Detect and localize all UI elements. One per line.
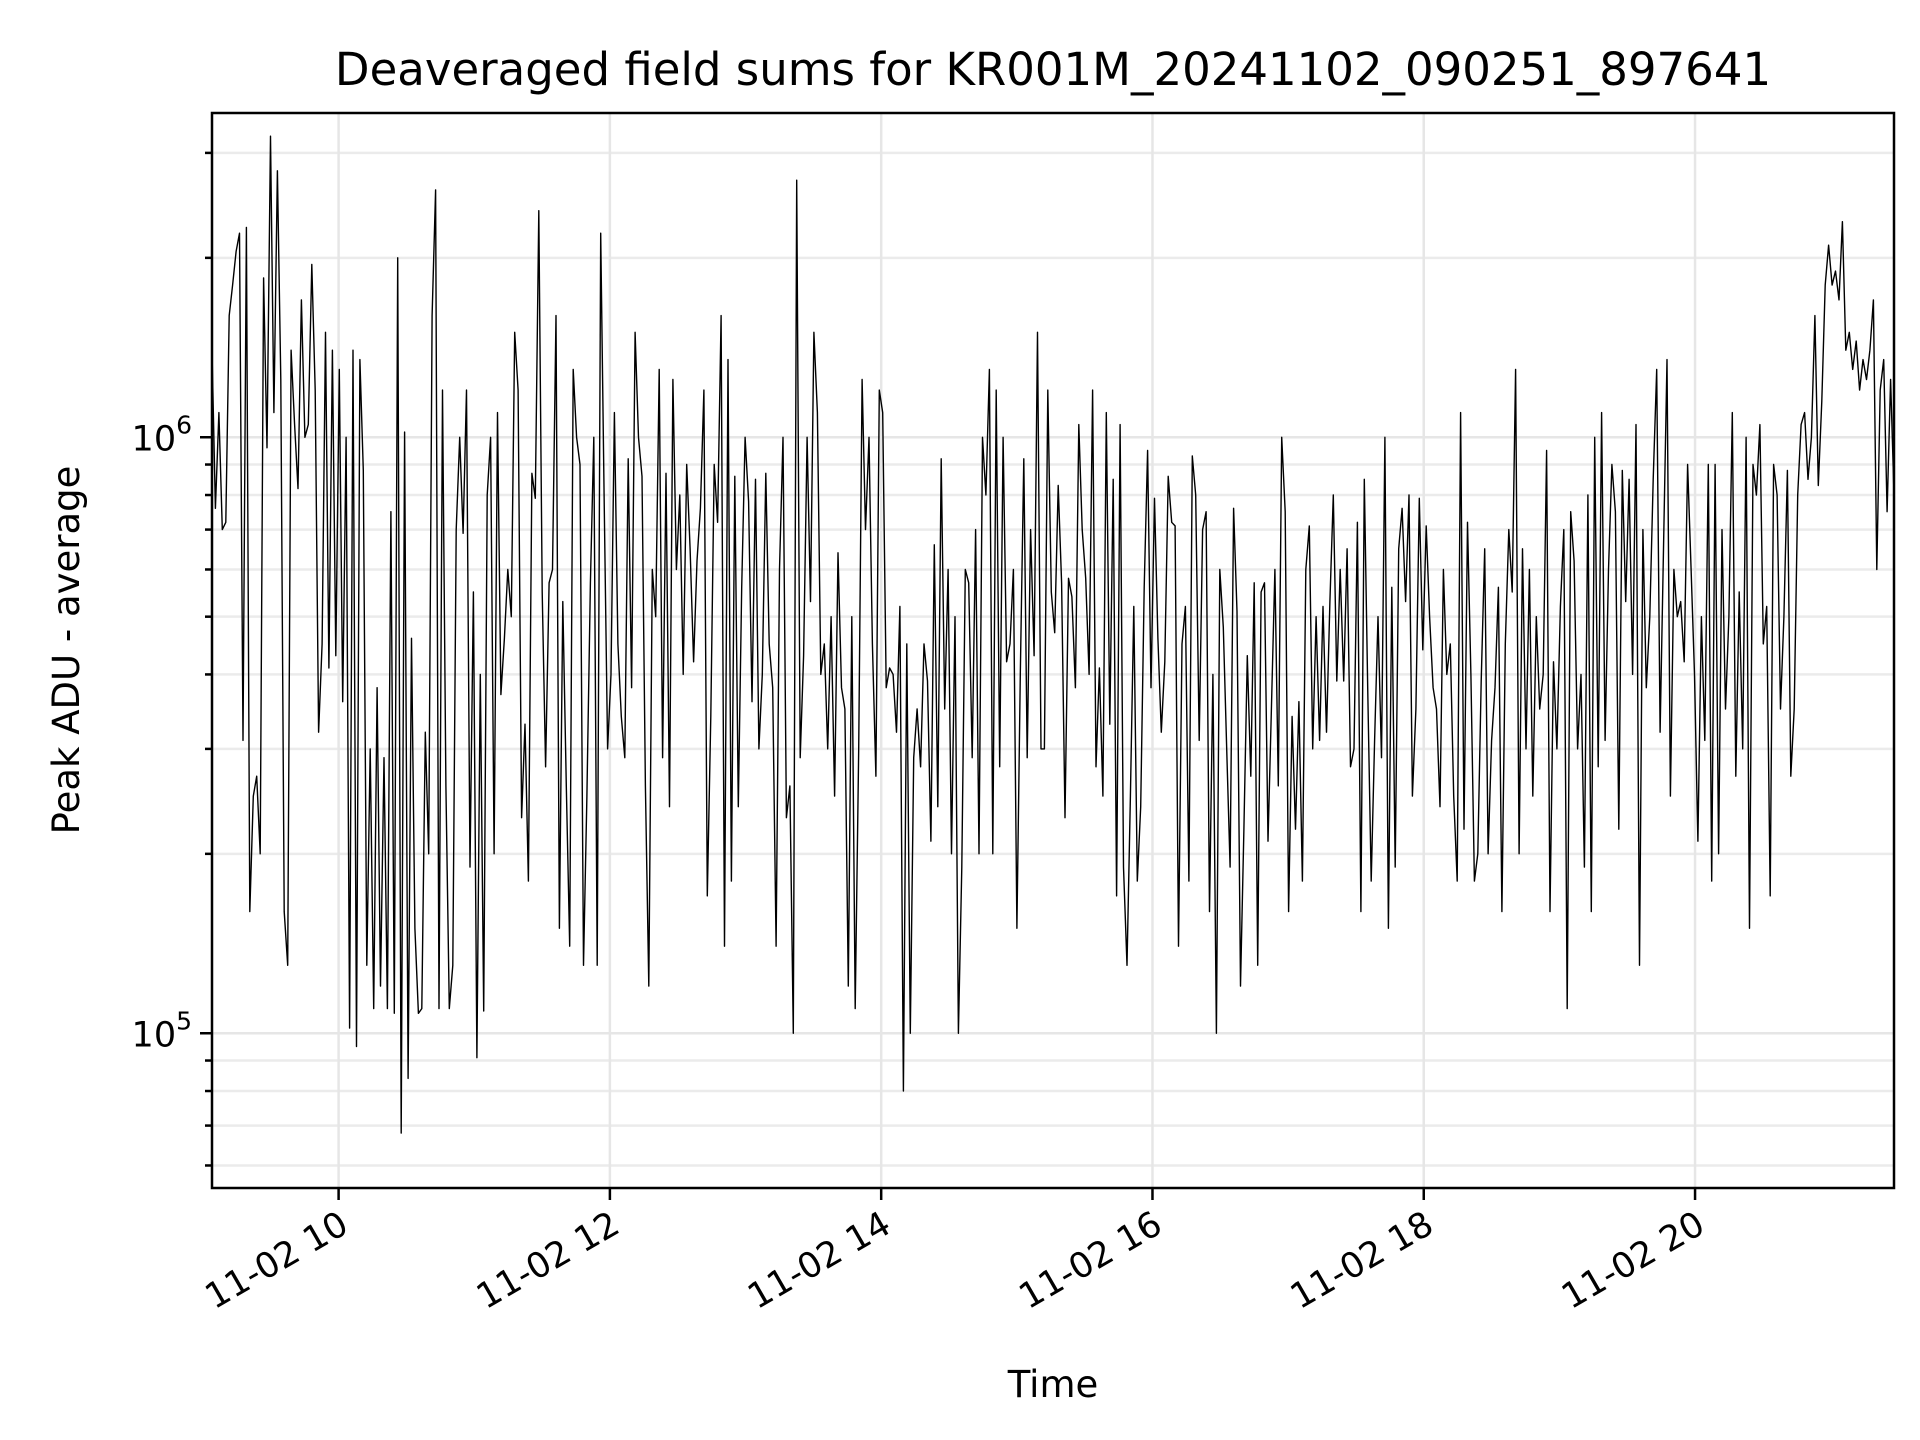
y-tick-label: 106 [132,410,192,459]
y-tick-base: 10 [132,1015,177,1055]
y-tick-base: 10 [132,419,177,459]
grid [212,113,1894,1188]
y-tick-exponent: 6 [176,410,192,439]
y-axis-label: Peak ADU - average [45,466,88,835]
series-line [211,135,1895,1134]
chart-title: Deaveraged field sums for KR001M_2024110… [335,43,1771,96]
plot-frame [210,111,1896,1190]
y-tick-label: 105 [132,1006,192,1055]
x-axis-label: Time [1007,1363,1099,1406]
y-tick-exponent: 5 [176,1006,192,1035]
